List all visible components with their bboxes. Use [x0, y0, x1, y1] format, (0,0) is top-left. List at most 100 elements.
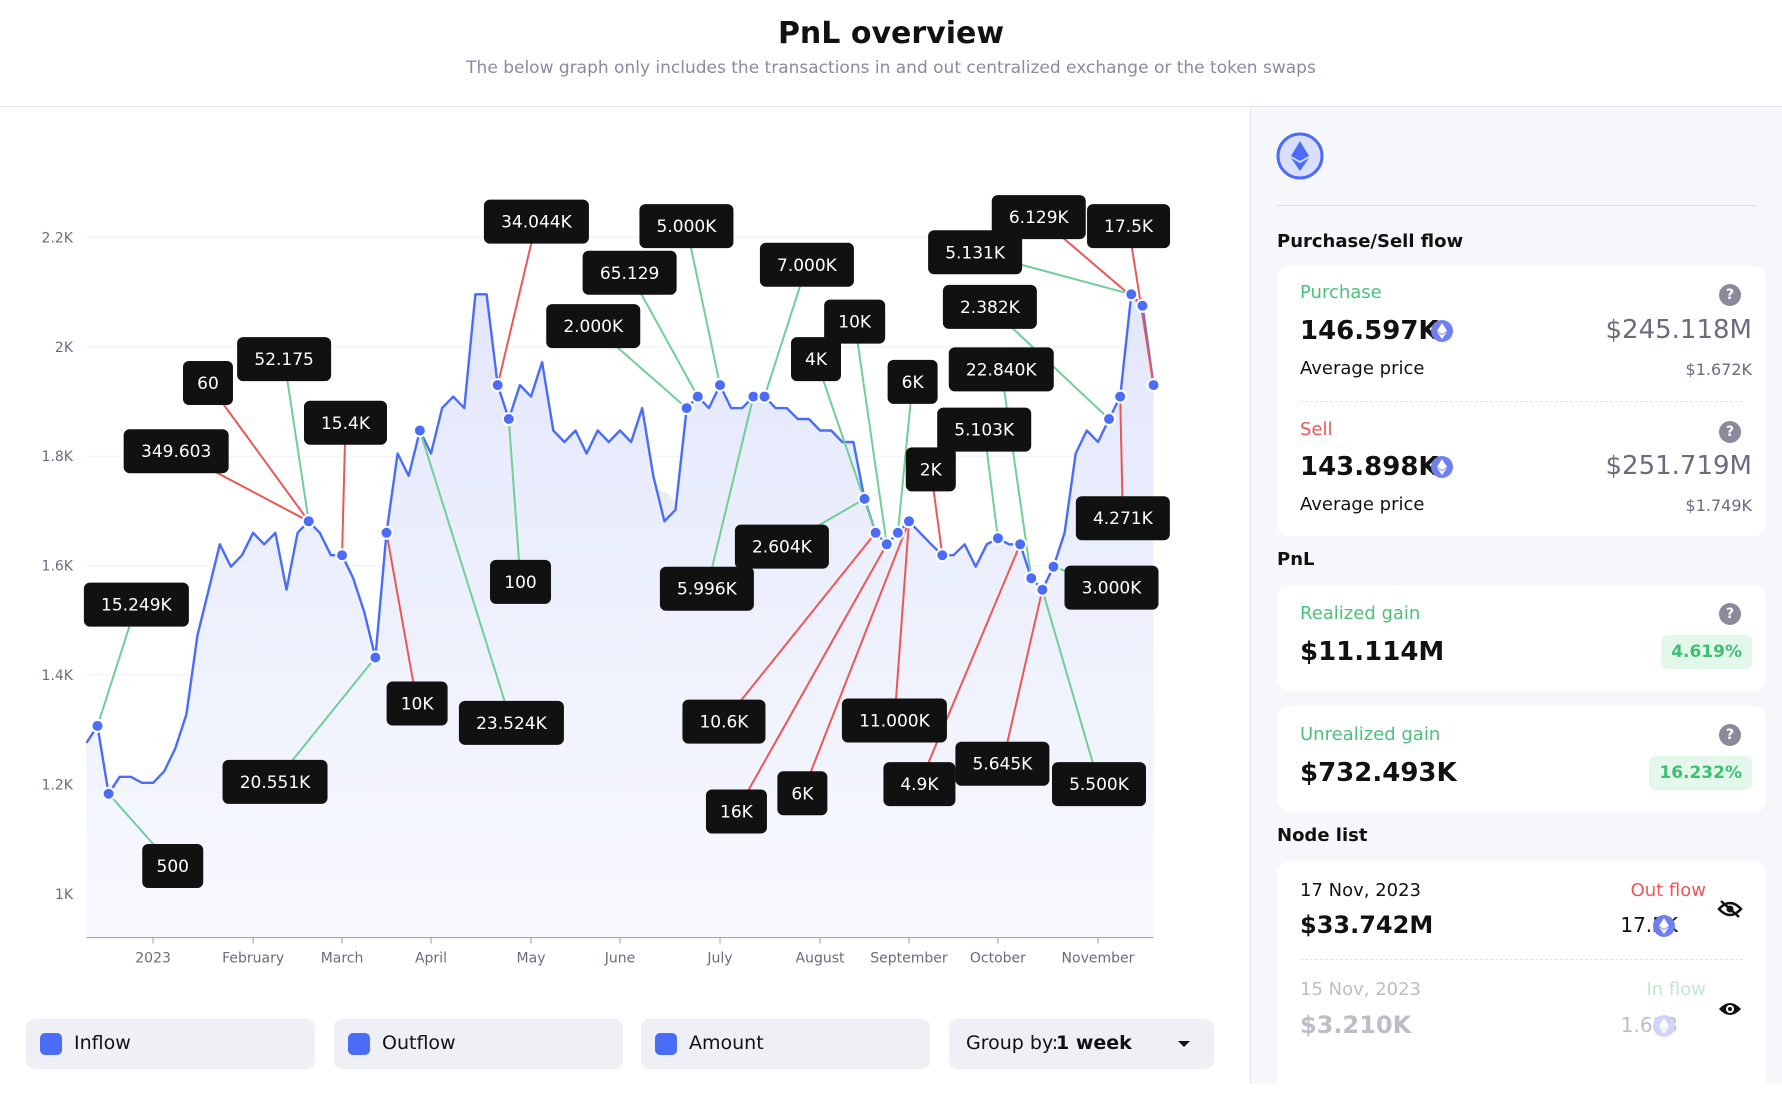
divider: [1300, 959, 1743, 960]
x-tick-label: October: [970, 951, 1026, 967]
flow-box: [386, 681, 448, 726]
x-tick-label: February: [222, 951, 284, 967]
flow-box: [490, 559, 552, 604]
connector: [385, 532, 419, 704]
group-by-label: Group by:: [966, 1032, 1059, 1054]
avg-price: $1.672K: [1685, 360, 1752, 379]
flow-label: 15.249K: [101, 596, 172, 616]
group-by-select[interactable]: Group by: 1 week: [949, 1019, 1214, 1069]
outflow-toggle[interactable]: Outflow: [334, 1019, 623, 1069]
help-icon[interactable]: ?: [1719, 603, 1741, 625]
inflow-toggle[interactable]: Inflow: [26, 1019, 315, 1069]
y-tick-label: 2K: [55, 340, 74, 356]
flow-label: 4K: [805, 350, 828, 370]
eth-logo: [1276, 132, 1324, 180]
flow-point: [412, 423, 427, 438]
flow-label: 5.103K: [954, 421, 1015, 441]
x-tick-label: 2023: [135, 951, 171, 967]
flow-label: 22.840K: [966, 360, 1037, 380]
dropdown-arrow: [1178, 1041, 1190, 1047]
flow-label: 15.4K: [321, 414, 371, 434]
flow-box: [734, 524, 829, 569]
flow-box: [791, 337, 842, 382]
flow-box: [659, 566, 754, 611]
flow-label: 349.603: [141, 442, 211, 462]
connector: [685, 225, 721, 386]
checkbox[interactable]: [348, 1033, 370, 1055]
flow-label: 65.129: [600, 264, 659, 284]
help-icon[interactable]: ?: [1719, 421, 1741, 443]
flow-box: [883, 762, 956, 807]
flow-label: 20.551K: [240, 773, 311, 793]
x-tick-label: March: [321, 951, 364, 967]
eth-icon: [1431, 320, 1453, 342]
flow-box: [83, 582, 189, 627]
unrealized-card: Unrealized gain ? $732.493K 16.232%: [1277, 706, 1766, 812]
flow-box: [142, 844, 204, 889]
flow-point: [301, 514, 316, 529]
flow-box: [182, 361, 233, 406]
realized-label: Realized gain: [1300, 603, 1421, 624]
flow-label: 500: [157, 857, 189, 877]
flow-label: 10K: [401, 694, 435, 714]
flow-box: [1051, 762, 1146, 807]
flow-point: [101, 786, 116, 801]
price-line: [85, 293, 1155, 795]
points: [90, 287, 1161, 801]
flow-label: 52.175: [254, 350, 313, 370]
purchase-amount: 146.597K: [1300, 316, 1439, 346]
flow-point: [1124, 287, 1139, 302]
x-tick-label: May: [517, 951, 546, 967]
flow-point: [1024, 571, 1039, 586]
flow-point: [713, 378, 728, 393]
flow-box: [841, 698, 947, 743]
node-value: $3.210K: [1300, 1011, 1412, 1039]
y-tick-label: 1.8K: [42, 449, 74, 465]
unrealized-pct: 16.232%: [1649, 756, 1752, 790]
y-tick-label: 1K: [55, 887, 74, 903]
page-title: PnL overview: [777, 16, 1005, 51]
x-tick-label: July: [706, 951, 732, 967]
flow-point: [490, 378, 505, 393]
hide-icon[interactable]: [1717, 899, 1743, 919]
flow-point: [990, 531, 1005, 546]
section-title: Purchase/Sell flow: [1277, 231, 1464, 252]
divider: [1300, 401, 1743, 402]
flow-label: 60: [197, 374, 219, 394]
connectors: [96, 216, 1155, 867]
flow-point: [1113, 389, 1128, 404]
flow-label: 17.5K: [1104, 217, 1154, 237]
help-icon[interactable]: ?: [1719, 724, 1741, 746]
node-value: $33.742M: [1300, 911, 1434, 939]
flow-box: [705, 789, 767, 834]
sell-usd: $251.719M: [1605, 451, 1753, 481]
flow-point: [690, 389, 705, 404]
flow-box: [1064, 565, 1159, 610]
flow-box: [237, 337, 332, 382]
connector: [801, 520, 910, 794]
flow-box: [905, 447, 956, 492]
divider: [1277, 205, 1757, 206]
amount-toggle[interactable]: Amount: [641, 1019, 930, 1069]
flow-label: 2.604K: [752, 538, 813, 558]
checkbox[interactable]: [40, 1033, 62, 1055]
help-icon[interactable]: ?: [1719, 284, 1741, 306]
flow-box: [682, 699, 766, 744]
flow-point: [1046, 559, 1061, 574]
checkbox-label: Inflow: [74, 1032, 131, 1054]
flow-box: [937, 407, 1032, 452]
connector: [418, 430, 513, 724]
y-tick-label: 1.4K: [42, 668, 74, 684]
purchase-usd: $245.118M: [1605, 315, 1753, 345]
y-tick-label: 1.2K: [42, 777, 74, 793]
checkbox[interactable]: [655, 1033, 677, 1055]
connector: [283, 358, 310, 522]
node-date: 15 Nov, 2023: [1300, 979, 1422, 1000]
show-icon[interactable]: [1717, 999, 1743, 1019]
flow-box: [1087, 204, 1171, 249]
flow-label: 5.000K: [657, 217, 718, 237]
flow-label: 16K: [720, 802, 754, 822]
flow-point: [1135, 298, 1150, 313]
node-flow: Out flow: [1630, 880, 1706, 901]
flow-box: [222, 759, 328, 804]
